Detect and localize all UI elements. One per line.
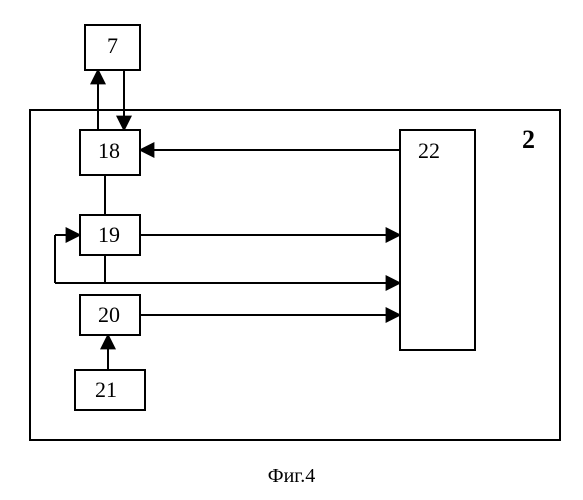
- block-n22: [400, 130, 475, 350]
- block-label-n22: 22: [418, 138, 440, 163]
- block-diagram: 2 7 18 19 20 21 22: [0, 0, 583, 460]
- figure-caption: Фиг.4: [0, 465, 583, 488]
- block-label-n18: 18: [98, 138, 120, 163]
- block-label-n7: 7: [107, 33, 118, 58]
- block-label-n19: 19: [98, 222, 120, 247]
- block-label-n21: 21: [95, 377, 117, 402]
- block-label-n20: 20: [98, 302, 120, 327]
- container-label: 2: [522, 125, 535, 154]
